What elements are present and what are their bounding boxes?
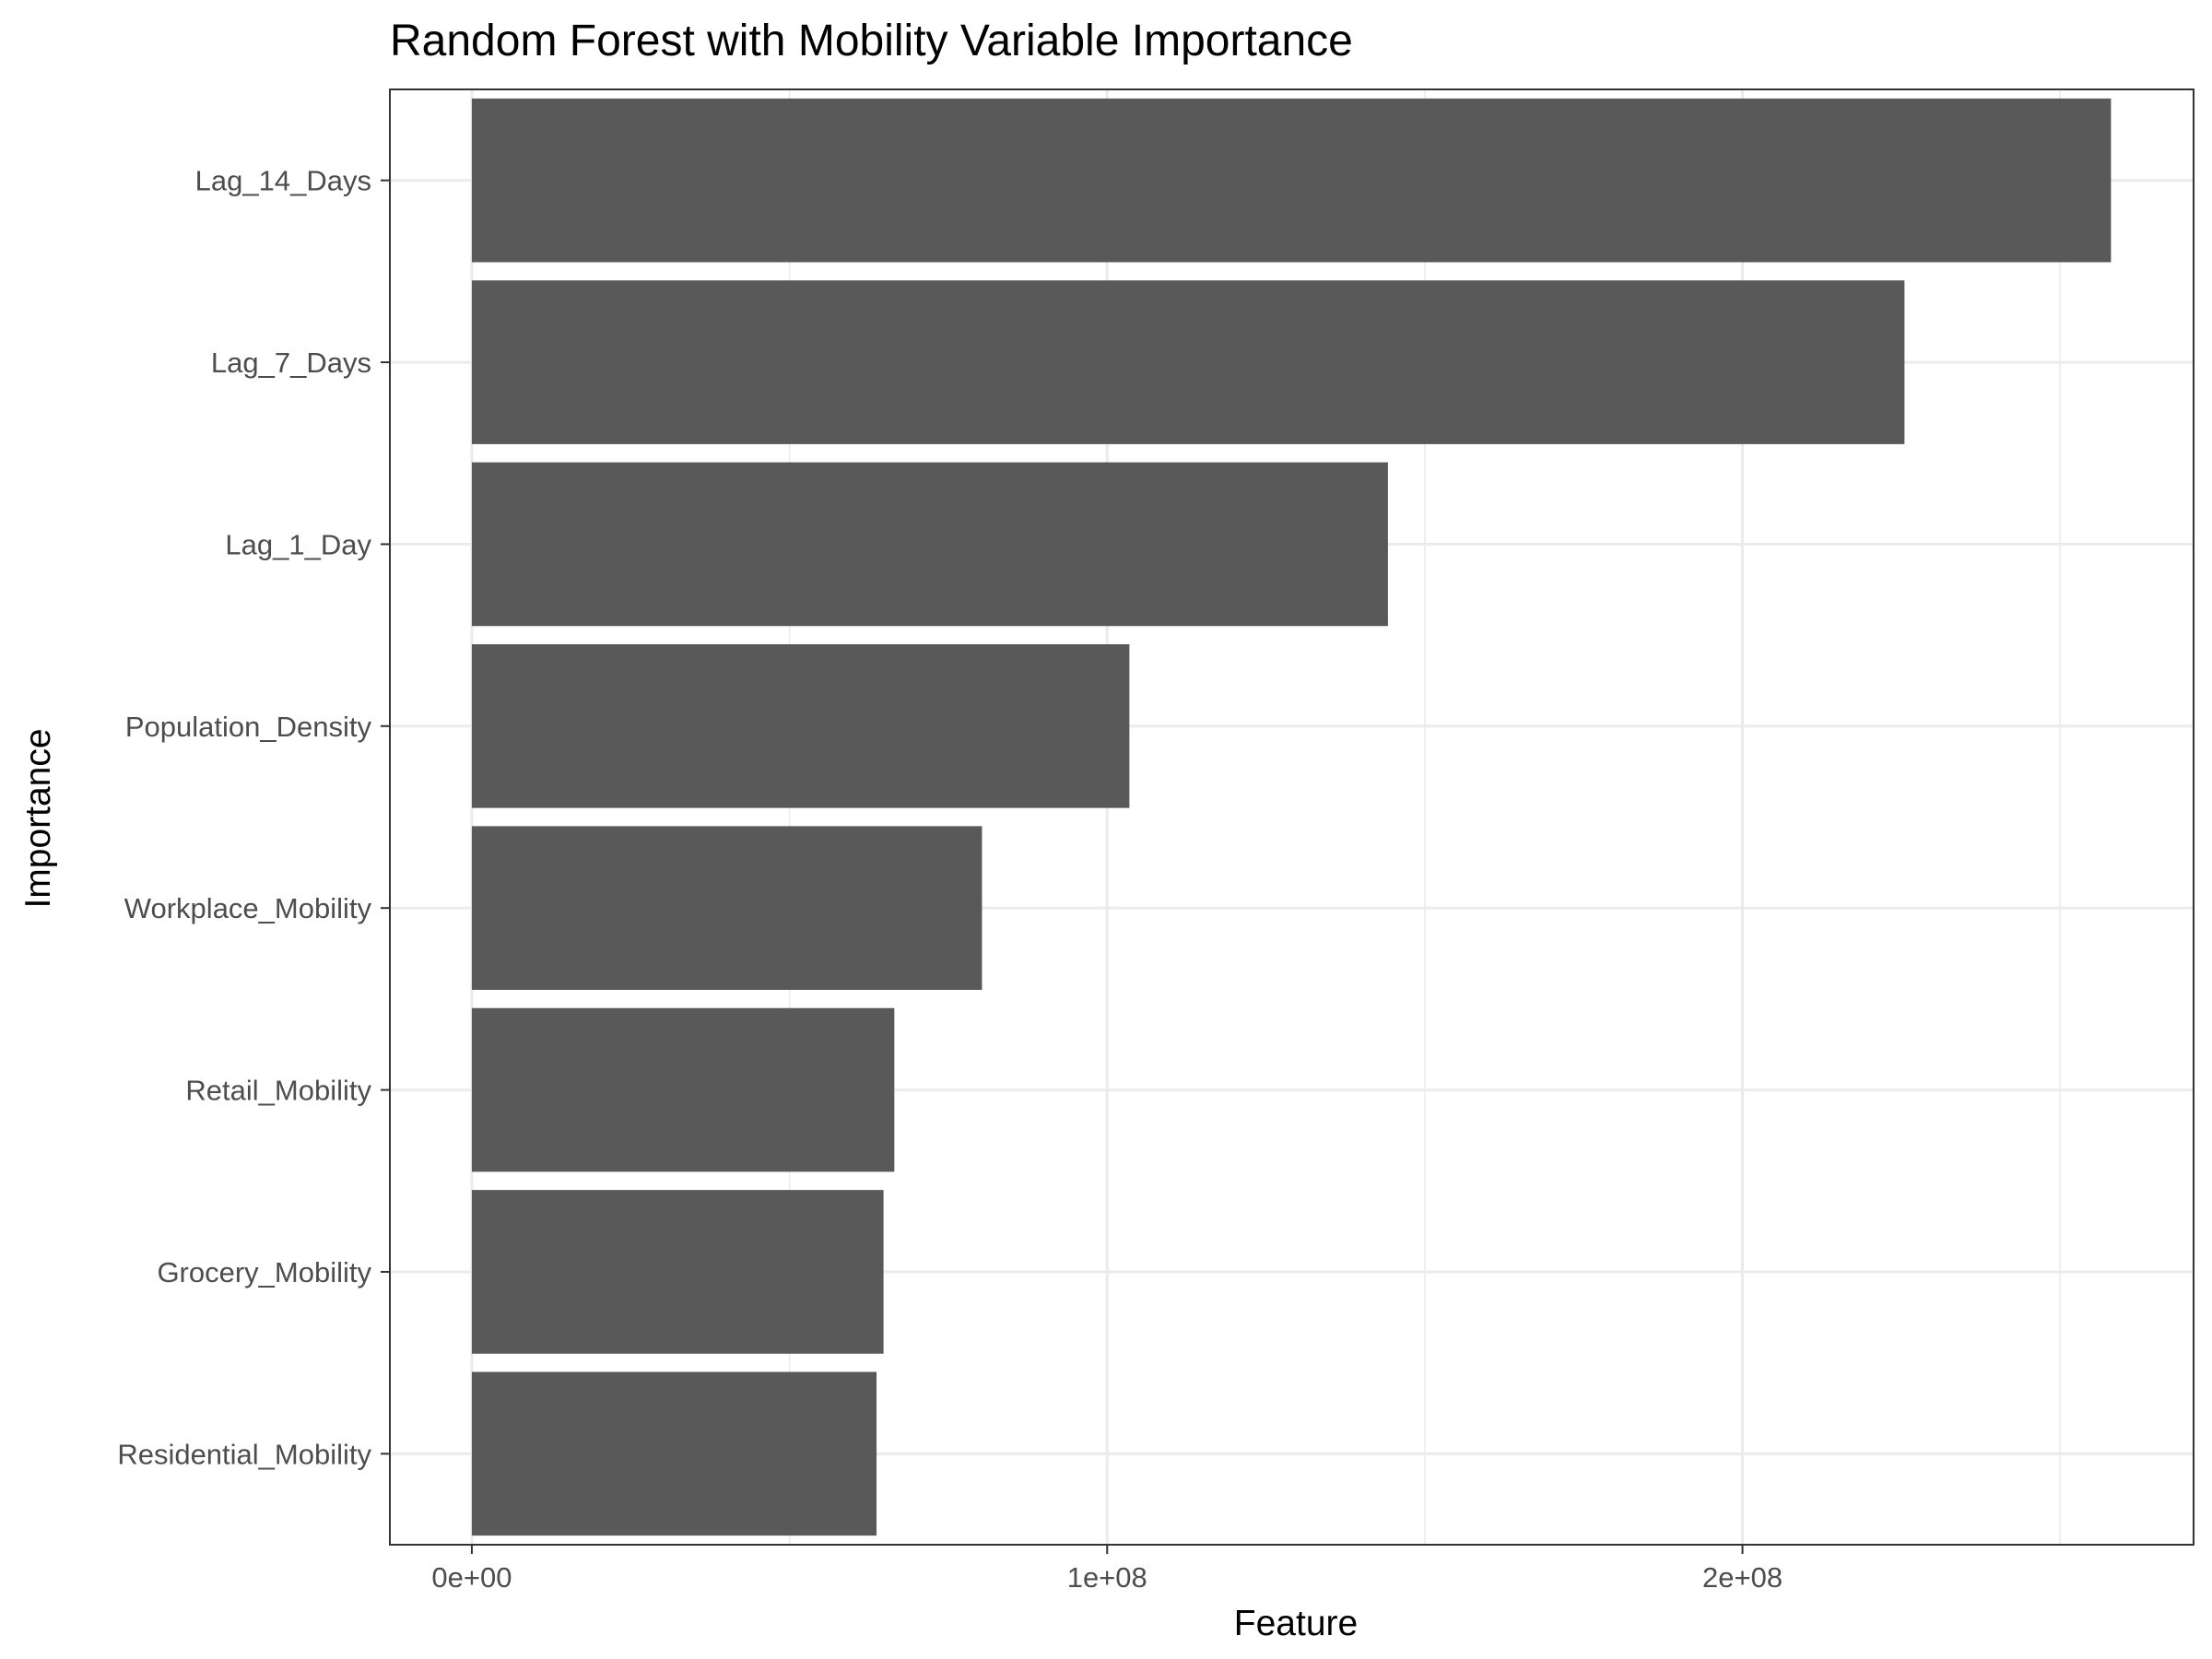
y-tick-label: Retail_Mobility xyxy=(185,1075,371,1107)
bar-grocery-mobility xyxy=(471,1190,884,1354)
x-tick-label: 0e+00 xyxy=(431,1561,512,1594)
chart-title: Random Forest with Mobility Variable Imp… xyxy=(390,17,1353,65)
y-tick-label: Population_Density xyxy=(125,711,372,743)
panel-border xyxy=(389,88,2194,1546)
x-axis-title: Feature xyxy=(1234,1604,1358,1643)
x-tick-label: 2e+08 xyxy=(1702,1561,1783,1594)
y-tick-label: Lag_1_Day xyxy=(225,528,371,560)
bars xyxy=(471,98,2112,1536)
y-axis-title: Importance xyxy=(18,728,58,908)
x-tick-label: 1e+08 xyxy=(1067,1561,1147,1594)
y-tick-label: Lag_7_Days xyxy=(211,347,371,379)
bar-residential-mobility xyxy=(471,1371,877,1536)
bar-population-density xyxy=(471,643,1130,808)
y-tick-label: Residential_Mobility xyxy=(117,1438,371,1470)
bar-lag-1-day xyxy=(471,462,1388,627)
y-tick-label: Lag_14_Days xyxy=(195,165,371,197)
y-tick-label: Grocery_Mobility xyxy=(157,1256,371,1288)
y-tick-label: Workplace_Mobility xyxy=(124,892,372,924)
bar-workplace-mobility xyxy=(471,826,982,991)
bar-lag-7-days xyxy=(471,280,1905,444)
bar-retail-mobility xyxy=(471,1007,895,1172)
y-axis: Lag_14_Days Lag_7_Days Lag_1_Day Population… xyxy=(117,165,390,1470)
bar-lag-14-days xyxy=(471,98,2112,263)
x-axis: 0e+00 1e+08 2e+08 xyxy=(431,1545,1783,1594)
